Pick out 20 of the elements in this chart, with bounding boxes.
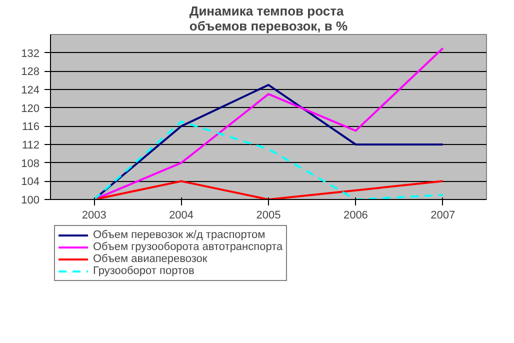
y-tick-label: 116 [22, 121, 40, 134]
y-tick-label: 128 [21, 66, 40, 78]
chart-title: Динамика темпов роста объемов перевозок, в % [189, 4, 348, 34]
y-tick-label: 108 [21, 158, 40, 170]
legend-label: Объем грузооборота автотранспорта [93, 241, 283, 253]
x-tick-label: 2003 [82, 210, 106, 222]
y-tick-label: 132 [21, 48, 40, 60]
line-series [93, 120, 444, 200]
y-tick-label: 124 [21, 84, 40, 96]
x-tick-label: 2004 [169, 210, 194, 222]
y-tick-label: 120 [21, 102, 40, 115]
legend-label: Объем перевозок ж/д траспортом [93, 229, 266, 241]
y-tick-label: 112 [22, 140, 40, 152]
legend-label: Грузооборот портов [93, 265, 194, 277]
x-tick-label: 2007 [430, 210, 456, 222]
y-tick-label: 100 [21, 194, 40, 206]
x-tick-label: 2005 [256, 210, 281, 222]
x-tick-label: 2006 [343, 210, 368, 222]
legend-label: Объем авиаперевозок [93, 253, 208, 265]
y-tick-label: 104 [21, 176, 40, 188]
